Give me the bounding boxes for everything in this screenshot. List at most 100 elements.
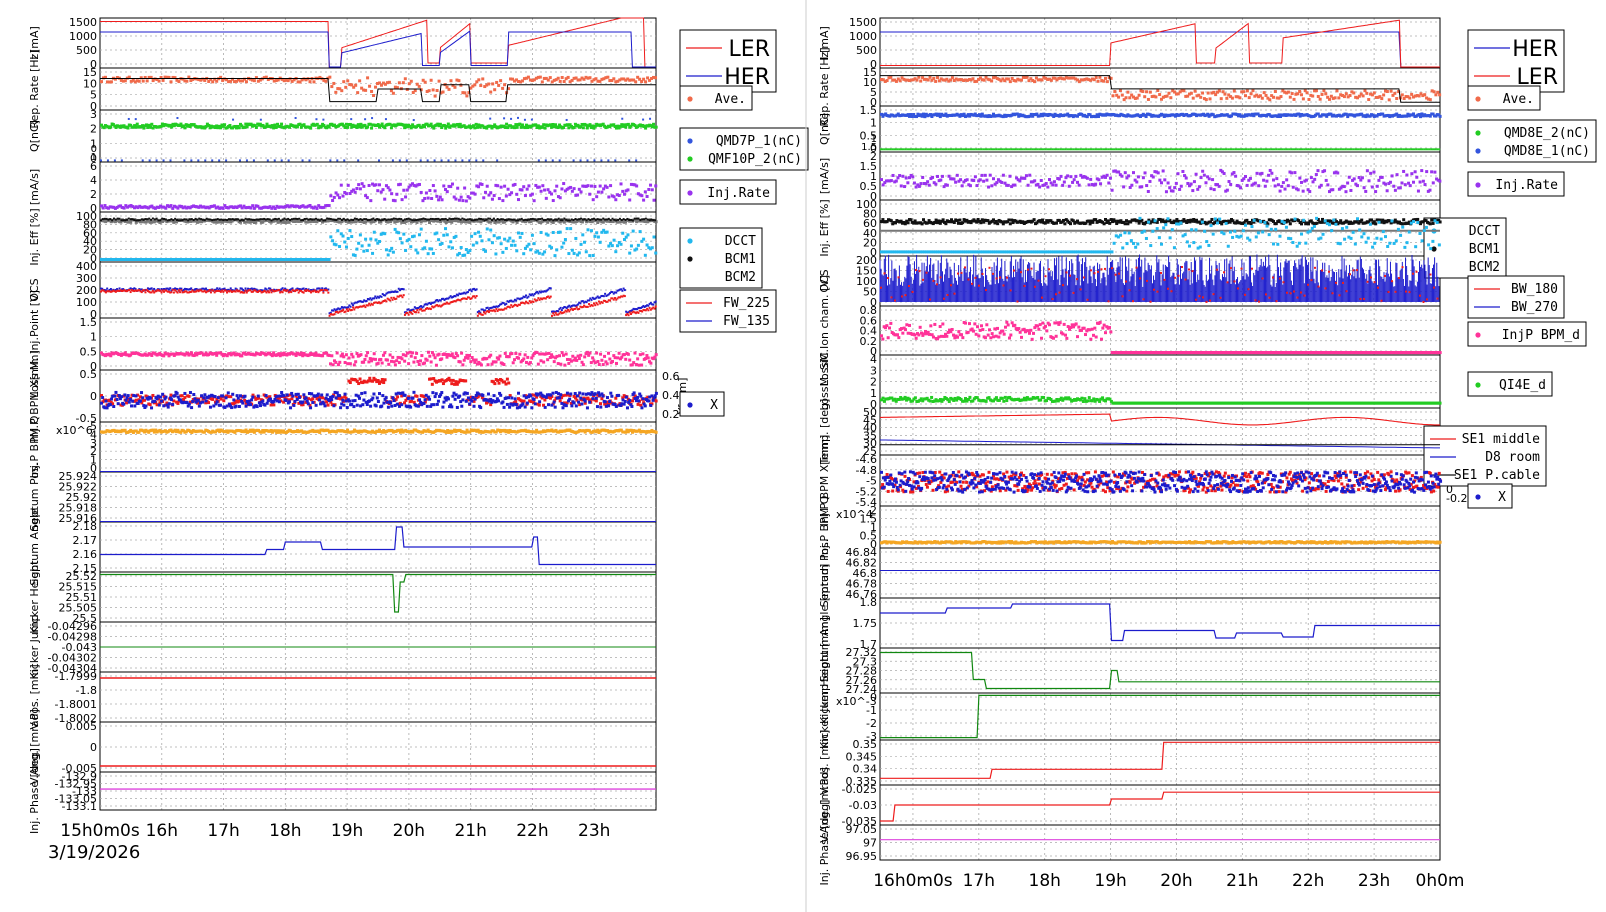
rep-rate-points-point bbox=[157, 79, 161, 83]
eff-dcct-points-point bbox=[445, 233, 449, 237]
eff-bcm1-points-point bbox=[226, 219, 229, 222]
eff-bcm1-points-point bbox=[554, 218, 557, 221]
rep-rate-points-point bbox=[123, 79, 127, 83]
eff-bcm1-points-point bbox=[487, 217, 490, 220]
eff-dcct-points-point bbox=[605, 230, 609, 234]
loss-monitor-points-point bbox=[562, 353, 566, 357]
y-tick-label: 3 bbox=[870, 364, 877, 377]
loss-monitor-points-point bbox=[526, 355, 530, 359]
eff-bcm1-points-point bbox=[387, 218, 390, 221]
loss-monitor-points-point bbox=[371, 357, 375, 361]
charge-blue-points-point bbox=[635, 159, 638, 162]
charge-green-points-point bbox=[513, 126, 517, 130]
rep-rate-points-point bbox=[437, 79, 441, 83]
eff-bcm1-points-point bbox=[112, 217, 115, 220]
loss-monitor-points-point bbox=[585, 350, 589, 354]
right-tick-label: -0.2 bbox=[1446, 492, 1467, 505]
bpm-x-points-point bbox=[133, 404, 137, 408]
loss-monitor-points-point bbox=[420, 354, 424, 358]
bpm-x-points-point bbox=[523, 405, 527, 409]
eff-bcm1-points-point bbox=[465, 218, 468, 221]
eff-dcct-points-point bbox=[562, 241, 566, 245]
eff-bcm1-points-point bbox=[502, 218, 505, 221]
charge-blue-points-point bbox=[225, 159, 228, 162]
left-panel: 15h0m0s 16h 17h 18h 19h 20h 21h 22h 23h150010005… bbox=[28, 16, 809, 841]
eff-bcm1-points-point bbox=[200, 218, 203, 221]
eff-bcm1-points-point bbox=[181, 219, 184, 222]
inj-rate-points-point bbox=[497, 197, 501, 201]
loss-monitor-points-point bbox=[522, 357, 526, 361]
y-tick-label: 27.3 bbox=[853, 655, 878, 668]
inj-rate-points-point bbox=[550, 192, 554, 196]
charge-blue-points-point bbox=[419, 159, 422, 162]
bpm-x-points-point bbox=[568, 397, 572, 401]
loss-monitor-points-point bbox=[608, 357, 612, 361]
inj-rate-points-point bbox=[595, 195, 599, 199]
y-tick-label: 200 bbox=[856, 254, 877, 267]
bpm-x-points-point bbox=[436, 399, 440, 403]
inj-rate-points-point bbox=[454, 197, 458, 201]
legend-label: BW_270 bbox=[1511, 300, 1558, 315]
eff-dcct-points-point bbox=[357, 241, 361, 245]
rep-rate-points-point bbox=[354, 83, 358, 87]
x-tick-label: 17h bbox=[963, 871, 995, 891]
inj-rate-points-point bbox=[515, 192, 519, 196]
eff-dcct-points-point bbox=[569, 227, 573, 231]
eff-dcct-points-point bbox=[586, 228, 590, 232]
ocs-fw225-points-point bbox=[245, 291, 248, 294]
rep-rate-points-point bbox=[342, 80, 346, 84]
charge-green-points-point bbox=[368, 122, 372, 126]
y-tick-label: 0 bbox=[870, 142, 877, 155]
bpm-x-points-point bbox=[651, 398, 655, 402]
eff-bcm1-points-point bbox=[418, 218, 421, 221]
eff-dcct-points-point bbox=[450, 246, 454, 250]
eff-dcct-points-point bbox=[558, 230, 562, 234]
charge-blue-points-point bbox=[649, 117, 652, 120]
eff-bcm1-points-point bbox=[405, 218, 408, 221]
charge-blue-points-point bbox=[106, 159, 109, 162]
inj-rate-points-point bbox=[445, 190, 449, 194]
inj-rate-points-point bbox=[605, 185, 609, 189]
loss-monitor-points-point bbox=[596, 360, 600, 364]
eff-bcm1-points-point bbox=[153, 218, 156, 221]
rep-rate-points-point bbox=[409, 79, 413, 83]
bpm-x-points-point bbox=[371, 396, 375, 400]
y-tick-label: 0.8 bbox=[860, 304, 878, 317]
y-tick-label: 500 bbox=[76, 44, 97, 57]
x-tick-label: 15h0m0s bbox=[60, 821, 140, 841]
eff-bcm1-points-point bbox=[174, 217, 177, 220]
eff-bcm1-points-point bbox=[592, 217, 595, 220]
bpm-x-points-point bbox=[559, 393, 563, 397]
loss-monitor-points-point bbox=[411, 351, 415, 355]
inj-rate-points-point bbox=[329, 194, 333, 198]
inj-rate-points-point bbox=[652, 198, 656, 202]
eff-bcm1-points-point bbox=[185, 218, 188, 221]
eff-bcm1-points-point bbox=[196, 218, 199, 221]
legend-label: X bbox=[1498, 490, 1506, 505]
legend-rep: Ave. bbox=[679, 85, 753, 111]
ocs-fw225-points-point bbox=[495, 308, 498, 311]
charge-blue-points-point bbox=[537, 159, 540, 162]
y-tick-label: 0 bbox=[870, 190, 877, 203]
ocs-fw225-points-point bbox=[322, 291, 325, 294]
inj-rate-points-point bbox=[431, 184, 435, 188]
eff-bcm1-points-point bbox=[318, 219, 321, 222]
ocs-fw225-points-point bbox=[281, 291, 284, 294]
inj-rate-points-point bbox=[417, 182, 421, 186]
eff-bcm1-points-point bbox=[630, 218, 633, 221]
eff-bcm1-points-point bbox=[409, 218, 412, 221]
charge-green-points-point bbox=[272, 126, 276, 130]
charge-blue-points-point bbox=[308, 159, 311, 162]
y-tick-label: 1.75 bbox=[853, 617, 878, 630]
y-tick-label: 0.5 bbox=[860, 180, 878, 193]
inj-rate-points-point bbox=[546, 188, 550, 192]
eff-bcm1-points-point bbox=[422, 217, 425, 220]
legend-box bbox=[679, 391, 725, 417]
eff-bcm1-points-point bbox=[468, 218, 471, 221]
y-tick-label: -133.1 bbox=[62, 800, 97, 813]
y-tick-label: -0.04298 bbox=[48, 631, 97, 644]
charge-blue-points-point bbox=[371, 117, 374, 120]
y-tick-label: 25.924 bbox=[59, 470, 98, 483]
